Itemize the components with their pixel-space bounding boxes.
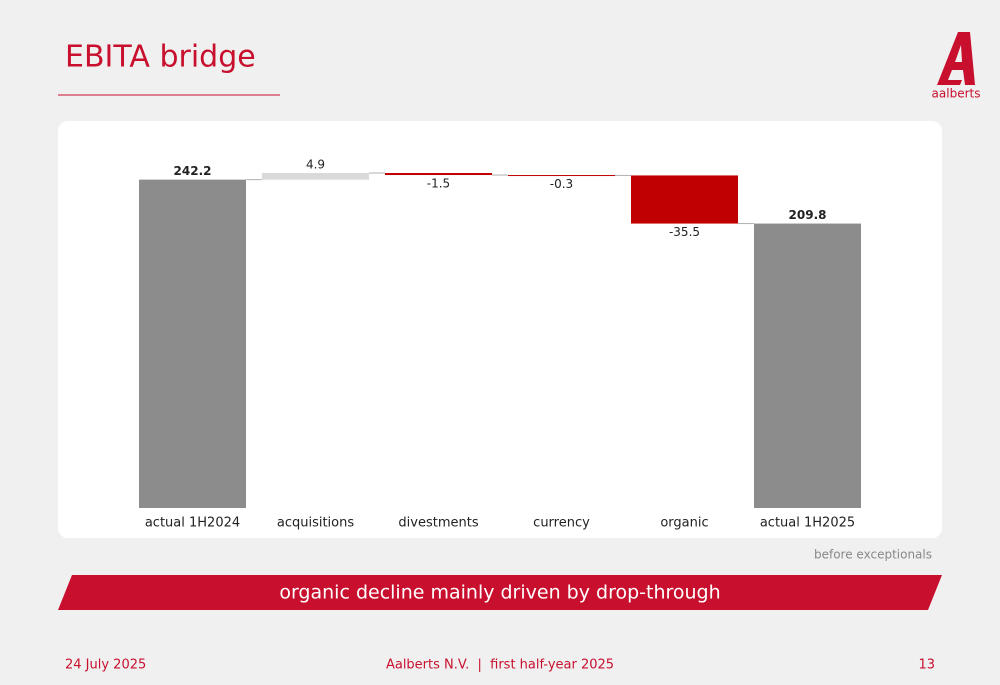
note: before exceptionals xyxy=(814,548,932,562)
bar xyxy=(139,179,246,508)
footer-date: 24 July 2025 xyxy=(65,658,146,673)
chart-card xyxy=(58,121,942,538)
chart: 242.2 actual 1H2024 4.9 acquisitions -1.5 div… xyxy=(139,158,861,531)
value-label: 4.9 xyxy=(306,158,325,172)
banner-shape xyxy=(58,575,942,610)
logo-text: aalberts xyxy=(932,87,981,101)
footer-page: 13 xyxy=(918,658,935,673)
bar xyxy=(385,173,492,176)
bar xyxy=(508,175,615,177)
logo-mark xyxy=(937,32,975,85)
x-tick-label: organic xyxy=(660,516,708,531)
banner-text: organic decline mainly driven by drop-th… xyxy=(279,582,720,604)
bar xyxy=(631,175,738,224)
slide-title: EBITA bridge xyxy=(65,40,256,75)
value-label: 242.2 xyxy=(174,164,212,178)
x-tick-label: divestments xyxy=(398,516,478,531)
value-label: 209.8 xyxy=(789,208,827,222)
x-tick-label: actual 1H2024 xyxy=(145,516,240,531)
value-label: -0.3 xyxy=(550,177,573,191)
value-label: -35.5 xyxy=(669,225,700,239)
footer-center: Aalberts N.V. | first half-year 2025 xyxy=(386,658,614,673)
x-tick-label: acquisitions xyxy=(277,516,355,531)
x-tick-label: currency xyxy=(533,516,590,531)
value-label: -1.5 xyxy=(427,177,450,191)
bar xyxy=(262,173,369,180)
x-tick-label: actual 1H2025 xyxy=(760,516,855,531)
bar xyxy=(754,223,861,508)
